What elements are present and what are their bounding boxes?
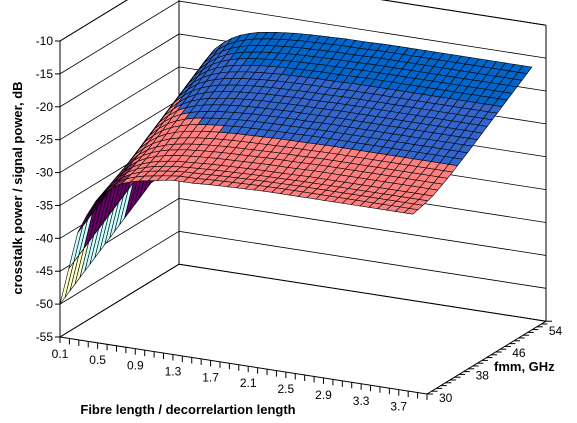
z-tick-label: -40	[36, 231, 54, 245]
y-tick-label: 54	[549, 324, 563, 338]
x-tick-label: 0.5	[89, 353, 106, 367]
z-tick-label: -20	[36, 100, 54, 114]
z-tick-label: -45	[36, 264, 54, 278]
z-tick-label: -25	[36, 133, 54, 147]
z-tick-label: -10	[36, 34, 54, 48]
z-axis-title: crosstalk power / signal power, dB	[10, 81, 25, 294]
surface-mesh	[59, 31, 533, 305]
y-tick-label: 46	[512, 346, 526, 360]
z-gridline	[59, 263, 547, 338]
z-tick-label: -30	[36, 166, 54, 180]
x-tick-label: 3.7	[390, 400, 407, 414]
z-tick-label: -50	[36, 297, 54, 311]
x-tick-label: 0.1	[52, 347, 69, 361]
x-tick-label: 3.3	[353, 394, 370, 408]
z-tick-label: -55	[36, 330, 54, 344]
y-axis-title: fmm, GHz	[494, 359, 555, 374]
x-tick-label: 1.3	[165, 365, 182, 379]
y-tick-label: 38	[476, 369, 490, 383]
wall-edge	[59, 0, 128, 42]
z-gridline	[59, 198, 547, 272]
x-tick-label: 0.9	[127, 359, 144, 373]
z-gridline	[59, 0, 547, 75]
x-axis-title: Fibre length / decorrelartion length	[80, 402, 295, 417]
y-tick-labels: 30 38 46 54	[439, 324, 563, 405]
z-tick-label: -35	[36, 198, 54, 212]
y-tick-label: 30	[439, 391, 453, 405]
x-tick-label: 1.7	[202, 370, 219, 384]
tick-marks	[55, 40, 552, 400]
z-gridline	[59, 0, 547, 42]
z-tick-labels: -10 -15 -20 -25 -30 -35 -40 -45 -50 -55	[36, 34, 54, 344]
x-tick-label: 2.9	[315, 388, 332, 402]
x-tick-label: 2.5	[278, 382, 295, 396]
surface-cell	[403, 208, 419, 215]
wall-edge	[380, 0, 547, 26]
wall-edge	[59, 336, 428, 395]
x-tick-label: 2.1	[240, 376, 257, 390]
z-gridline	[59, 230, 547, 305]
z-tick-label: -15	[36, 67, 54, 81]
x-tick-labels: 0.1 0.5 0.9 1.3 1.7 2.1 2.5 2.9 3.3 3.7	[52, 347, 408, 414]
